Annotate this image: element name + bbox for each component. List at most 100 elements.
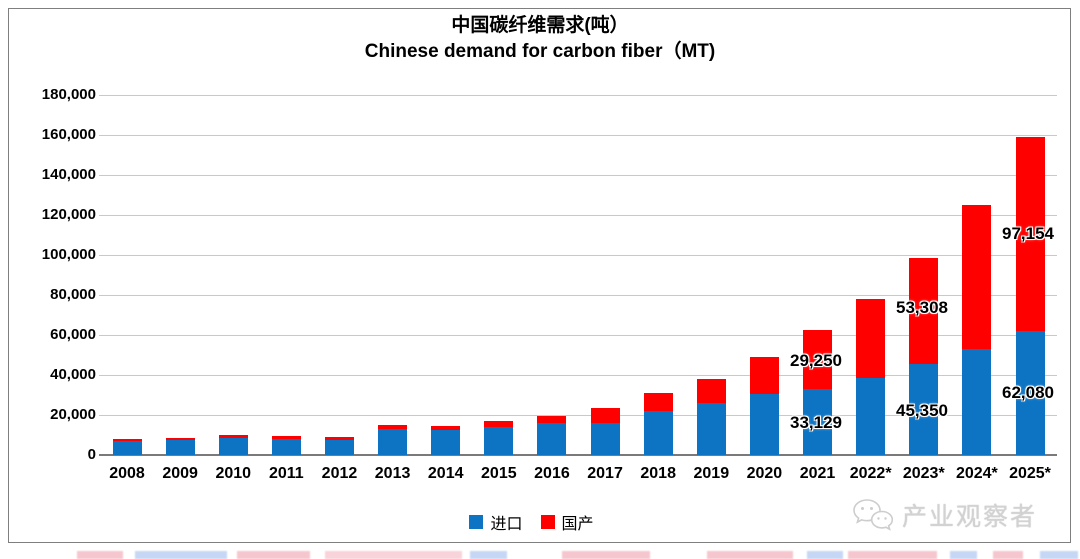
- bar-segment-import-2008: [112, 440, 142, 455]
- bar-segment-import-2013: [378, 429, 408, 455]
- bar-segment-domestic-2017: [590, 408, 620, 423]
- legend-swatch-icon: [540, 515, 555, 529]
- x-axis-label-2014: 2014: [427, 465, 464, 482]
- cutoff-strip-segment: [993, 551, 1023, 559]
- x-axis-label-2013: 2013: [374, 465, 411, 482]
- y-axis-tick-label: 140,000: [41, 166, 96, 183]
- bar-segment-domestic-2024*: [962, 205, 992, 349]
- gridline: [99, 135, 1057, 136]
- bar-segment-domestic-2023*: [909, 257, 939, 365]
- x-axis-label-2020: 2020: [746, 465, 783, 482]
- gridline: [99, 375, 1057, 376]
- y-axis-tick-label: 120,000: [41, 206, 96, 223]
- chart-legend: 进口 国产: [0, 510, 1063, 534]
- x-axis-label-2019: 2019: [693, 465, 730, 482]
- bar-segment-import-2019: [696, 403, 726, 455]
- data-label-2021-进口: 33,129: [790, 413, 842, 432]
- watermark-text: 产业观察者: [902, 503, 1038, 531]
- bar-segment-import-2025*: [1015, 330, 1045, 455]
- data-label-2025*-进口: 62,080: [1002, 383, 1054, 402]
- gridline: [99, 415, 1057, 416]
- y-axis-tick-label: 0: [87, 446, 96, 463]
- x-axis-label-2008: 2008: [109, 465, 145, 482]
- bar-segment-domestic-2008: [112, 438, 142, 441]
- bar-segment-domestic-2014: [431, 425, 461, 430]
- bar-segment-import-2016: [537, 423, 567, 455]
- bar-segment-domestic-2016: [537, 415, 567, 424]
- bar-segment-domestic-2011: [271, 436, 301, 439]
- cutoff-strip-segment: [237, 551, 310, 559]
- x-axis-label-2016: 2016: [534, 465, 570, 482]
- x-axis-label-2021: 2021: [799, 465, 836, 482]
- x-axis-label-2022*: 2022*: [849, 465, 892, 482]
- wechat-icon: [853, 499, 894, 531]
- bar-segment-domestic-2020: [749, 357, 779, 395]
- x-axis-label-2012: 2012: [321, 465, 358, 482]
- cutoff-strip-segment: [135, 551, 227, 559]
- legend-item-国产: 国产: [540, 510, 594, 534]
- chart-title-line-en: Chinese demand for carbon fiber（MT): [364, 41, 716, 62]
- x-axis-label-2009: 2009: [162, 465, 198, 482]
- bar-segment-import-2009: [165, 439, 195, 455]
- chart-title: 中国碳纤维需求(吨） Chinese demand for carbon fib…: [0, 13, 1080, 65]
- bar-segment-domestic-2019: [696, 379, 726, 404]
- bar-segment-import-2020: [749, 394, 779, 455]
- bar-segment-import-2023*: [909, 364, 939, 455]
- bar-segment-import-2018: [643, 411, 673, 455]
- x-axis-label-2010: 2010: [215, 465, 252, 482]
- x-axis-label-2023*: 2023*: [902, 465, 945, 482]
- data-label-2025*-国产: 97,154: [1002, 224, 1054, 243]
- cutoff-strip-segment: [562, 551, 650, 559]
- bar-segment-import-2015: [484, 427, 514, 455]
- cutoff-strip-segment: [848, 551, 937, 559]
- gridline: [99, 175, 1057, 176]
- x-axis-label-2011: 2011: [268, 465, 304, 482]
- watermark: 产业观察者: [852, 497, 1037, 533]
- x-axis-label-2025*: 2025*: [1009, 465, 1051, 482]
- y-axis-tick-label: 40,000: [50, 366, 96, 383]
- cutoff-strip-segment: [707, 551, 793, 559]
- data-label-2023*-国产: 53,308: [896, 298, 948, 317]
- bar-segment-import-2014: [431, 429, 461, 455]
- bar-segment-import-2024*: [962, 349, 992, 455]
- cutoff-strip-segment: [950, 551, 977, 559]
- data-label-2021-国产: 29,250: [790, 351, 842, 370]
- y-axis-tick-label: 180,000: [41, 86, 96, 103]
- x-axis-label-2017: 2017: [587, 465, 623, 482]
- bar-segment-domestic-2010: [218, 435, 248, 438]
- bar-segment-domestic-2018: [643, 393, 673, 411]
- bar-segment-domestic-2009: [165, 437, 195, 440]
- x-axis-label-2024*: 2024*: [955, 465, 998, 482]
- bar-segment-domestic-2015: [484, 421, 514, 428]
- chart-title-line-cn: 中国碳纤维需求(吨）: [451, 15, 629, 36]
- cutoff-strip-segment: [807, 551, 843, 559]
- cutoff-strip-segment: [470, 551, 507, 559]
- gridline: [99, 95, 1057, 96]
- x-axis-label-2015: 2015: [481, 465, 517, 482]
- bar-segment-import-2017: [590, 422, 620, 455]
- x-axis-line: [99, 454, 1057, 456]
- bar-segment-import-2022*: [856, 378, 886, 455]
- y-axis-tick-label: 80,000: [50, 286, 96, 303]
- data-label-2023*-进口: 45,350: [896, 401, 948, 420]
- cutoff-strip-segment: [325, 551, 462, 559]
- y-axis-tick-label: 160,000: [41, 126, 96, 143]
- bar-segment-import-2012: [324, 440, 354, 455]
- cutoff-strip-segment: [77, 551, 123, 559]
- bar-segment-domestic-2012: [324, 437, 354, 440]
- bar-segment-import-2021: [803, 388, 833, 455]
- bar-segment-domestic-2025*: [1015, 136, 1045, 331]
- cutoff-strip-segment: [1040, 551, 1078, 559]
- gridline: [99, 255, 1057, 256]
- legend-swatch-icon: [469, 515, 484, 529]
- y-axis-tick-label: 100,000: [41, 246, 96, 263]
- gridline: [99, 295, 1057, 296]
- y-axis-tick-label: 20,000: [50, 406, 96, 423]
- y-axis-tick-label: 60,000: [50, 326, 96, 343]
- legend-label: 进口: [490, 516, 523, 533]
- bar-segment-import-2010: [218, 438, 248, 455]
- gridline: [99, 335, 1057, 336]
- legend-item-进口: 进口: [469, 510, 523, 534]
- bar-segment-domestic-2013: [378, 425, 408, 429]
